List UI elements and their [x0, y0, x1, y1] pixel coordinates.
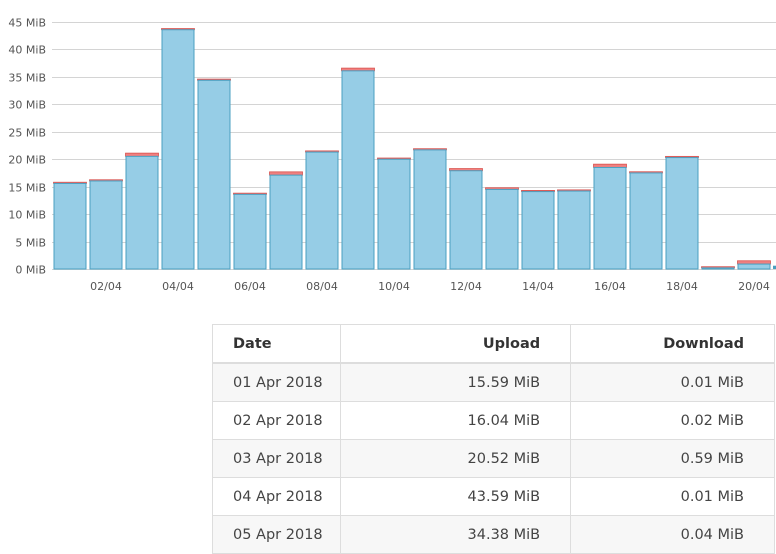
bar-upload-13/04[interactable]: [486, 189, 518, 269]
x-axis-ticks: 02/04 04/04 06/04 08/04 10/04 12/04 14/04 16/04…: [90, 280, 770, 293]
bar-upload-04/04[interactable]: [162, 30, 194, 269]
cell-date: 03 Apr 2018: [213, 440, 341, 478]
bar-upload-17/04[interactable]: [630, 173, 662, 269]
bar-upload-05/04[interactable]: [198, 80, 230, 269]
y-tick-label: 40 MiB: [8, 44, 46, 57]
table-row: 04 Apr 2018 43.59 MiB 0.01 MiB: [213, 478, 775, 516]
bar-upload-08/04[interactable]: [306, 152, 338, 269]
cell-date: 02 Apr 2018: [213, 402, 341, 440]
x-tick-label: 04/04: [162, 280, 194, 293]
x-tick-label: 12/04: [450, 280, 482, 293]
table-row: 03 Apr 2018 20.52 MiB 0.59 MiB: [213, 440, 775, 478]
table-row: 01 Apr 2018 15.59 MiB 0.01 MiB: [213, 363, 775, 402]
bar-upload-18/04[interactable]: [666, 158, 698, 269]
cell-upload: 15.59 MiB: [340, 363, 570, 402]
y-tick-label: 10 MiB: [8, 209, 46, 222]
table-header-row: Date Upload Download: [213, 325, 775, 364]
y-tick-label: 0 MiB: [15, 264, 46, 277]
bar-upload-01/04[interactable]: [54, 183, 86, 269]
bar-upload-20/04[interactable]: [738, 264, 770, 269]
cell-upload: 16.04 MiB: [340, 402, 570, 440]
bars: [54, 29, 776, 269]
bar-upload-11/04[interactable]: [414, 150, 446, 269]
column-header-upload[interactable]: Upload: [340, 325, 570, 364]
table-row: 02 Apr 2018 16.04 MiB 0.02 MiB: [213, 402, 775, 440]
bar-upload-16/04[interactable]: [594, 167, 626, 269]
x-tick-label: 02/04: [90, 280, 122, 293]
cell-download: 0.01 MiB: [571, 478, 775, 516]
x-tick-label: 14/04: [522, 280, 554, 293]
x-tick-label: 20/04: [738, 280, 770, 293]
column-header-date[interactable]: Date: [213, 325, 341, 364]
x-tick-label: 10/04: [378, 280, 410, 293]
y-tick-label: 25 MiB: [8, 127, 46, 140]
y-tick-label: 35 MiB: [8, 72, 46, 85]
bar-upload-03/04[interactable]: [126, 156, 158, 269]
column-header-download[interactable]: Download: [571, 325, 775, 364]
bar-upload-14/04[interactable]: [522, 192, 554, 269]
bar-upload-15/04[interactable]: [558, 191, 590, 269]
y-tick-label: 30 MiB: [8, 99, 46, 112]
cell-download: 0.01 MiB: [571, 363, 775, 402]
traffic-table-container: Date Upload Download 01 Apr 2018 15.59 M…: [212, 324, 776, 554]
x-tick-label: 16/04: [594, 280, 626, 293]
bar-upload-07/04[interactable]: [270, 175, 302, 269]
y-tick-label: 5 MiB: [15, 237, 46, 250]
bar-upload-02/04[interactable]: [90, 181, 122, 269]
y-tick-label: 20 MiB: [8, 154, 46, 167]
x-tick-label: 08/04: [306, 280, 338, 293]
bar-upload-10/04[interactable]: [378, 159, 410, 269]
x-tick-label: 06/04: [234, 280, 266, 293]
bar-upload-19/04[interactable]: [702, 268, 734, 269]
bar-upload-06/04[interactable]: [234, 194, 266, 269]
x-tick-label: 18/04: [666, 280, 698, 293]
cell-upload: 43.59 MiB: [340, 478, 570, 516]
y-tick-label: 15 MiB: [8, 182, 46, 195]
bar-upload-09/04[interactable]: [342, 71, 374, 269]
bar-upload-12/04[interactable]: [450, 171, 482, 269]
cell-date: 01 Apr 2018: [213, 363, 341, 402]
cell-upload: 20.52 MiB: [340, 440, 570, 478]
cell-download: 0.02 MiB: [571, 402, 775, 440]
traffic-table: Date Upload Download 01 Apr 2018 15.59 M…: [212, 324, 775, 554]
traffic-bar-chart: 0 MiB 5 MiB 10 MiB 15 MiB 20 MiB 25 MiB 30 MiB…: [0, 0, 776, 300]
cell-download: 0.59 MiB: [571, 440, 775, 478]
y-tick-label: 45 MiB: [8, 17, 46, 30]
y-axis-ticks: 0 MiB 5 MiB 10 MiB 15 MiB 20 MiB 25 MiB 30 MiB…: [8, 17, 46, 277]
cell-date: 04 Apr 2018: [213, 478, 341, 516]
